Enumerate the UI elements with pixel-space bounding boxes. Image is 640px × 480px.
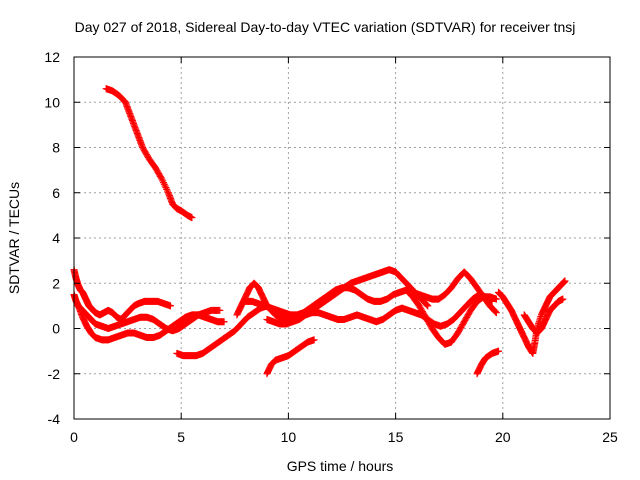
data-point — [158, 175, 166, 183]
series-arc-late-low — [473, 347, 503, 378]
series-arc-mid-2 — [242, 268, 500, 319]
data-point — [216, 306, 224, 314]
y-tick-label: 6 — [52, 185, 60, 201]
y-tick-label: 2 — [52, 275, 60, 291]
data-point — [161, 182, 169, 190]
data-point — [164, 187, 172, 195]
y-tick-label: -2 — [48, 366, 61, 382]
y-tick-label: -4 — [48, 411, 61, 427]
grid — [74, 57, 610, 419]
x-tick-label: 15 — [388, 429, 404, 445]
data-point — [424, 302, 432, 310]
y-tick-label: 12 — [44, 49, 60, 65]
x-tick-label: 25 — [602, 429, 618, 445]
data-point — [220, 318, 228, 326]
data-point — [559, 295, 567, 303]
data-point — [492, 295, 500, 303]
data-point — [422, 300, 430, 308]
series-arc-end-2 — [520, 295, 567, 337]
series-arc-high — [102, 85, 196, 222]
x-tick-label: 20 — [495, 429, 511, 445]
x-axis-title: GPS time / hours — [287, 458, 394, 474]
data-point — [166, 302, 174, 310]
axis-ticks: 0 5 10 15 20 25 -4 -2 0 2 4 6 8 10 12 — [44, 49, 618, 445]
x-tick-label: 5 — [177, 429, 185, 445]
data-point — [163, 185, 171, 193]
y-tick-label: 10 — [44, 94, 60, 110]
data-points — [70, 85, 569, 378]
data-point — [492, 309, 500, 317]
data-point — [188, 214, 196, 222]
data-point — [310, 336, 318, 344]
data-point — [157, 174, 165, 182]
data-point — [159, 177, 167, 185]
data-point — [162, 184, 170, 192]
series-arc-mid-4 — [402, 286, 500, 348]
series-arc-start-3 — [74, 302, 228, 344]
data-point — [491, 307, 499, 315]
series-arc-low — [263, 336, 318, 378]
y-tick-label: 8 — [52, 140, 60, 156]
data-point — [160, 179, 168, 187]
x-tick-label: 10 — [281, 429, 297, 445]
chart-title: Day 027 of 2018, Sidereal Day-to-day VTE… — [75, 19, 576, 35]
y-axis-title: SDTVAR / TECUs — [6, 182, 22, 294]
y-tick-label: 0 — [52, 321, 60, 337]
data-point — [160, 180, 168, 188]
data-point — [495, 347, 503, 355]
data-point — [423, 301, 431, 309]
data-point — [561, 277, 569, 285]
y-tick-label: 4 — [52, 230, 60, 246]
series-arc-mid-3 — [263, 291, 496, 330]
x-tick-label: 0 — [70, 429, 78, 445]
series-arc-end — [495, 277, 569, 357]
series-arc-start-1 — [70, 266, 174, 323]
data-point — [492, 308, 500, 316]
